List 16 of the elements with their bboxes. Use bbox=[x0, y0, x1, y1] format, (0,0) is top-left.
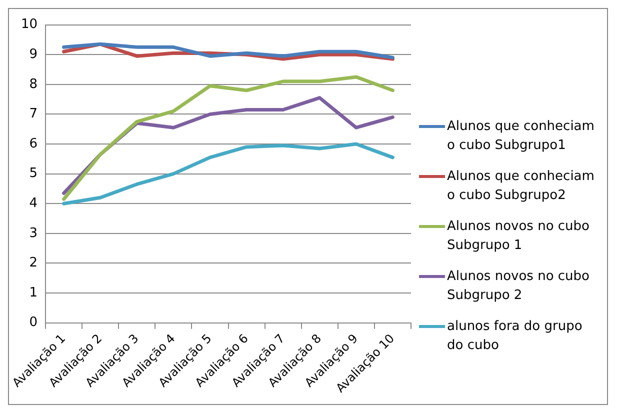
legend-label: Alunos novos no cubo Subgrupo 2 bbox=[447, 268, 591, 305]
y-tick-label: 3 bbox=[29, 226, 38, 241]
y-tick-label: 8 bbox=[29, 76, 38, 92]
legend-label: Alunos que conheciam o cubo Subgrupo2 bbox=[447, 168, 596, 205]
legend-label: Alunos que conheciam o cubo Subgrupo1 bbox=[447, 118, 596, 155]
y-tick-label: 7 bbox=[29, 106, 38, 122]
y-tick-label: 6 bbox=[29, 136, 38, 152]
y-tick-label: 5 bbox=[29, 166, 38, 182]
y-tick-label: 10 bbox=[20, 17, 38, 32]
y-tick-label: 4 bbox=[29, 196, 38, 211]
y-tick-label: 9 bbox=[29, 46, 38, 62]
legend-label: Alunos novos no cubo Subgrupo 1 bbox=[447, 218, 591, 255]
y-tick-label: 1 bbox=[29, 285, 38, 300]
y-tick-label: 2 bbox=[29, 256, 38, 271]
legend-label: alunos fora do grupo do cubo bbox=[447, 318, 584, 355]
y-tick-label: 0 bbox=[29, 315, 38, 330]
